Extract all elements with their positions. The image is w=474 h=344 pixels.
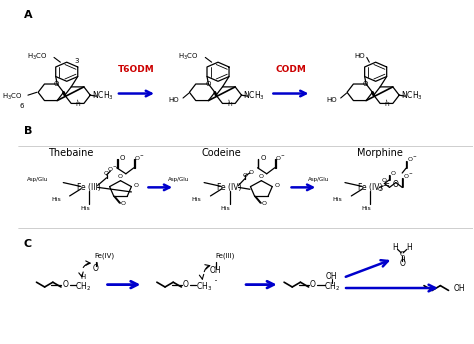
Text: HO: HO <box>169 97 179 103</box>
Text: 3: 3 <box>75 58 79 64</box>
Text: H: H <box>81 274 86 280</box>
Text: O$^-$: O$^-$ <box>407 155 418 163</box>
Text: O: O <box>391 171 396 175</box>
Text: H: H <box>227 102 232 107</box>
Text: His: His <box>362 206 372 211</box>
Text: O: O <box>92 265 98 273</box>
Text: Fe (IV): Fe (IV) <box>217 183 242 192</box>
Text: O: O <box>62 280 68 289</box>
Text: H: H <box>385 102 390 107</box>
Text: O: O <box>54 81 59 87</box>
Text: C: C <box>400 251 405 257</box>
Text: O: O <box>104 171 109 176</box>
Text: O: O <box>399 259 405 268</box>
Text: CH$_2$: CH$_2$ <box>324 280 340 292</box>
Text: Asp/Glu: Asp/Glu <box>168 177 189 182</box>
Text: NCH$_3$: NCH$_3$ <box>92 90 114 103</box>
Text: NCH$_3$: NCH$_3$ <box>243 90 265 103</box>
Text: H$_3$CO: H$_3$CO <box>27 51 48 62</box>
Text: H$_3$CO: H$_3$CO <box>2 92 23 102</box>
Text: O: O <box>120 202 126 206</box>
Text: O: O <box>242 173 247 179</box>
Text: C: C <box>24 238 32 248</box>
Text: H: H <box>392 243 398 252</box>
Text: Fe(IV): Fe(IV) <box>94 252 115 259</box>
Text: O$^-$: O$^-$ <box>107 165 118 173</box>
Text: His: His <box>221 206 231 211</box>
Text: O$^-$: O$^-$ <box>403 172 414 180</box>
Text: O: O <box>363 81 368 87</box>
Text: O: O <box>249 170 254 174</box>
Text: Asp/Glu: Asp/Glu <box>309 177 330 182</box>
Text: CH$_3$: CH$_3$ <box>196 280 212 292</box>
Text: H$_3$CO: H$_3$CO <box>178 51 199 62</box>
Text: 6: 6 <box>20 103 25 109</box>
Text: O: O <box>310 280 316 289</box>
Text: O: O <box>120 155 125 161</box>
Text: Fe (IV): Fe (IV) <box>358 183 383 192</box>
Text: O: O <box>274 183 279 188</box>
Text: Asp/Glu: Asp/Glu <box>27 177 48 182</box>
Text: O: O <box>259 174 264 179</box>
Text: O: O <box>382 178 387 183</box>
Text: O$^-$: O$^-$ <box>275 154 286 162</box>
Text: Thebaine: Thebaine <box>48 148 93 158</box>
Text: O: O <box>378 187 383 192</box>
Text: =: = <box>382 180 389 189</box>
Text: O: O <box>205 81 210 87</box>
Text: A: A <box>24 10 32 20</box>
Text: O: O <box>182 280 189 289</box>
Text: H: H <box>76 102 81 107</box>
Text: O: O <box>261 155 266 161</box>
Text: Codeine: Codeine <box>202 148 242 158</box>
Text: CH$_2$: CH$_2$ <box>75 280 91 292</box>
Text: HO: HO <box>326 97 337 103</box>
Text: OH: OH <box>326 272 337 281</box>
Text: His: His <box>192 197 201 202</box>
Text: OH: OH <box>454 283 465 292</box>
Text: T6ODM: T6ODM <box>118 65 155 74</box>
Text: B: B <box>24 126 32 136</box>
Text: OH: OH <box>210 267 222 276</box>
Text: His: His <box>51 197 61 202</box>
Text: O: O <box>134 183 138 188</box>
Text: His: His <box>333 197 342 202</box>
Text: HO: HO <box>355 53 365 60</box>
Text: H: H <box>406 243 412 252</box>
Text: CODM: CODM <box>275 65 306 74</box>
Text: O: O <box>393 180 399 189</box>
Text: O$^-$: O$^-$ <box>134 154 145 162</box>
Text: His: His <box>80 206 90 211</box>
Text: O: O <box>261 202 266 206</box>
Text: Morphine: Morphine <box>356 148 402 158</box>
Text: Fe(III): Fe(III) <box>215 252 235 259</box>
Text: ·: · <box>213 275 218 288</box>
Text: NCH$_3$: NCH$_3$ <box>401 90 423 103</box>
Text: O: O <box>118 174 123 179</box>
Text: Fe (III): Fe (III) <box>77 183 100 192</box>
